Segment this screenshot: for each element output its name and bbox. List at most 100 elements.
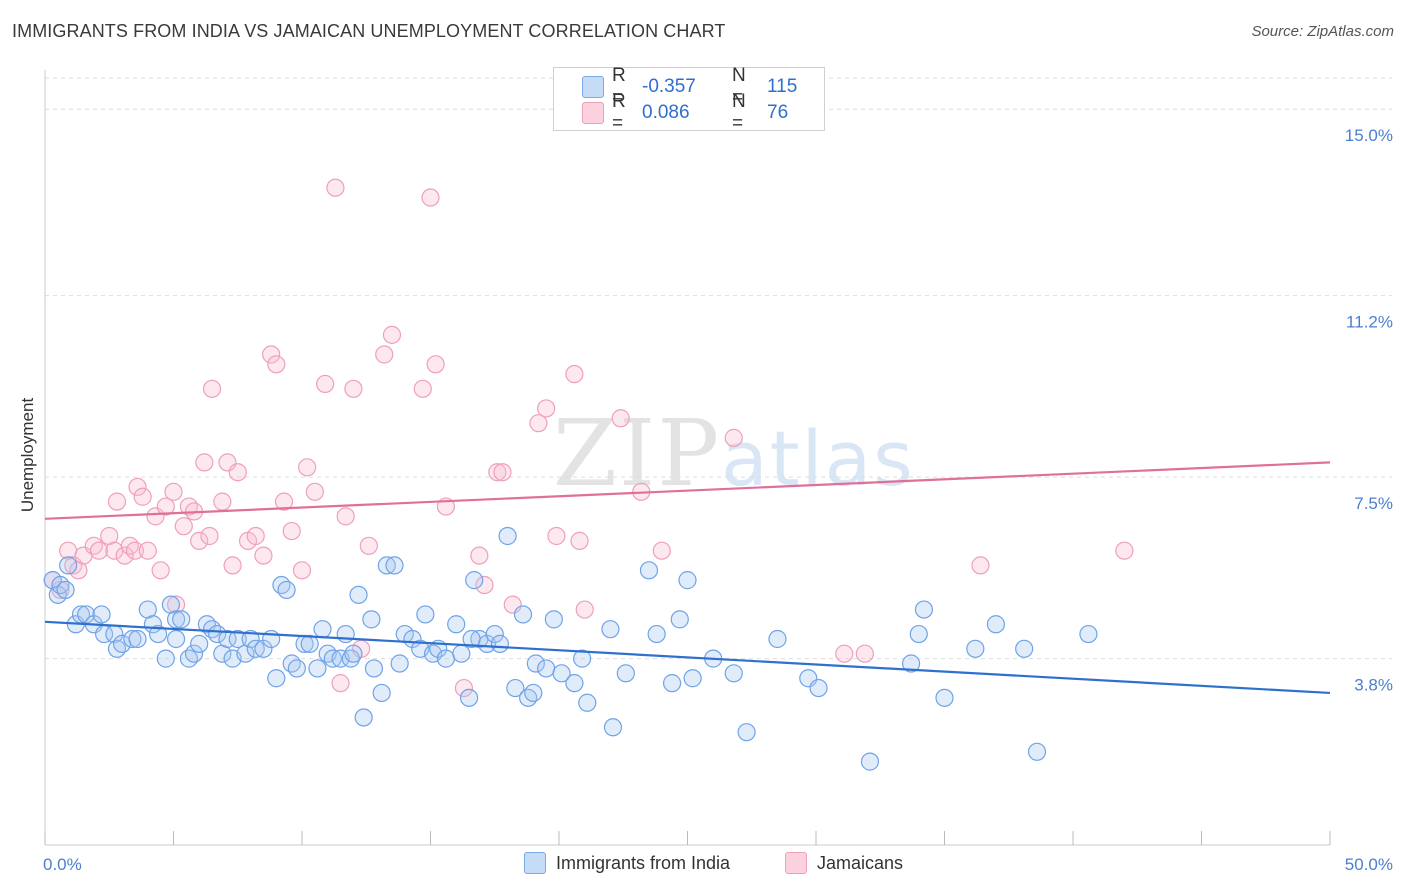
india-point	[1027, 742, 1047, 761]
india-point	[254, 639, 273, 658]
india-point	[184, 644, 204, 663]
jamaicans-point	[115, 546, 134, 565]
jamaicans-point	[493, 463, 512, 482]
chart-title: IMMIGRANTS FROM INDIA VS JAMAICAN UNEMPL…	[12, 21, 726, 41]
jamaicans-point	[254, 546, 273, 565]
india-point	[436, 649, 456, 668]
india-point	[809, 678, 828, 698]
india-point	[537, 659, 556, 678]
jamaicans-point	[316, 374, 335, 394]
india-point	[282, 654, 301, 673]
jamaicans-point	[470, 546, 489, 565]
jamaicans-point	[89, 541, 109, 560]
india-point	[565, 674, 584, 693]
india-point	[662, 674, 682, 693]
legend-swatch-blue	[582, 76, 604, 98]
jamaicans-point	[156, 497, 175, 516]
watermark-zip: ZIP	[553, 400, 722, 507]
jamaicans-point	[488, 463, 507, 482]
india-point	[601, 620, 620, 639]
india-point	[724, 664, 743, 683]
india-point	[552, 664, 571, 683]
india-point	[267, 669, 286, 688]
india-point	[1015, 639, 1034, 658]
india-point	[447, 615, 466, 634]
india-point	[323, 649, 342, 668]
india-point	[986, 615, 1006, 634]
india-points	[43, 526, 1098, 771]
india-point	[313, 620, 332, 639]
india-point	[459, 688, 479, 707]
jamaicans-point	[190, 531, 209, 550]
legend-label-india: Immigrants from India	[556, 852, 731, 873]
jamaicans-point	[305, 482, 324, 501]
india-point	[190, 634, 209, 653]
india-point	[377, 556, 396, 575]
india-point	[336, 624, 355, 644]
india-point	[914, 600, 934, 619]
jamaicans-point	[125, 541, 145, 560]
legend-n-value: 76	[767, 102, 789, 123]
watermark: ZIPatlas	[553, 400, 915, 507]
jamaicans-point	[475, 575, 494, 595]
india-point	[498, 526, 517, 546]
india-point	[452, 644, 471, 663]
india-point	[166, 629, 186, 649]
jamaicans-point	[382, 325, 402, 344]
jamaicans-point	[195, 453, 214, 472]
india-point	[51, 575, 70, 595]
india-point	[519, 688, 538, 707]
india-point	[390, 654, 409, 673]
india-point	[647, 624, 666, 644]
jamaicans-point	[326, 178, 345, 197]
jamaicans-point	[426, 355, 445, 374]
india-point	[513, 605, 533, 624]
india-point	[670, 610, 689, 629]
india-point	[354, 708, 373, 727]
legend-r-value: 0.086	[642, 102, 690, 123]
jamaicans-point	[128, 477, 147, 497]
y-tick-label: 11.2%	[1346, 313, 1393, 332]
axes	[44, 70, 1331, 846]
legend-r-label: R =	[612, 91, 626, 134]
jamaicans-point	[292, 561, 312, 580]
jamaicans-point	[107, 492, 127, 511]
india-point	[364, 659, 384, 678]
jamaicans-point	[174, 517, 193, 536]
jamaicans-point	[547, 526, 566, 546]
jamaicans-point	[262, 345, 281, 364]
india-point	[683, 669, 702, 688]
india-point	[218, 629, 237, 649]
jamaicans-point	[359, 536, 378, 555]
india-point	[524, 683, 543, 703]
jamaicans-point	[652, 541, 671, 560]
jamaicans-point	[375, 345, 394, 364]
india-point	[385, 556, 404, 575]
india-point	[241, 629, 260, 649]
y-tick-label: 7.5%	[1354, 494, 1393, 513]
jamaicans-point	[454, 678, 474, 698]
legend-n-label: N =	[732, 65, 746, 108]
india-point	[123, 629, 142, 649]
x-tick-label: 50.0%	[1345, 855, 1393, 874]
jamaicans-point	[336, 507, 355, 526]
india-point	[678, 571, 697, 590]
jamaicans-point	[133, 487, 152, 506]
india-point	[300, 634, 319, 653]
india-point	[56, 580, 75, 600]
india-point	[156, 649, 175, 668]
india-point	[966, 639, 985, 658]
india-point	[308, 659, 327, 678]
jamaicans-point	[213, 492, 232, 511]
india-point	[639, 561, 659, 580]
jamaicans-point	[282, 521, 301, 541]
india-trend-line	[44, 620, 1331, 695]
india-point	[506, 678, 525, 698]
india-point	[272, 575, 291, 595]
y-tick-label: 3.8%	[1354, 676, 1393, 695]
legend-item-india: Immigrants from India	[524, 852, 730, 874]
india-point	[490, 634, 509, 653]
india-point	[287, 659, 306, 678]
india-point	[603, 718, 623, 737]
india-point	[465, 571, 484, 590]
